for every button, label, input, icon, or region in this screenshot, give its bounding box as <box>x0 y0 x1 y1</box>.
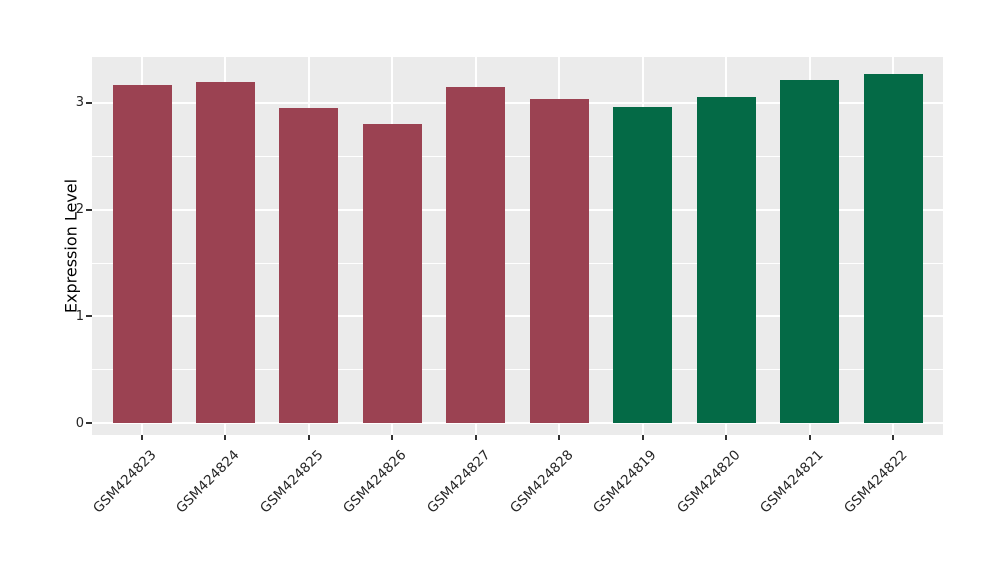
y-tick-label: 1 <box>75 308 84 324</box>
x-tick-mark <box>474 435 477 440</box>
major-gridline <box>92 315 943 318</box>
bar-GSM424820 <box>696 96 756 424</box>
x-tick-mark <box>307 435 310 440</box>
x-tick-label: GSM424819 <box>590 447 660 517</box>
x-tick-label: GSM424822 <box>840 447 911 517</box>
y-tick-label: 0 <box>75 415 84 431</box>
plot-panel <box>92 57 943 435</box>
bar-GSM424827 <box>446 86 506 424</box>
bar-GSM424824 <box>195 81 255 424</box>
x-tick-mark <box>558 435 561 440</box>
x-tick-mark <box>641 435 644 440</box>
major-gridline <box>92 422 943 425</box>
bar-GSM424828 <box>529 98 589 424</box>
x-tick-mark <box>391 435 394 440</box>
minor-gridline <box>92 369 943 371</box>
x-tick-mark <box>224 435 227 440</box>
major-gridline <box>92 208 943 211</box>
bar-GSM424821 <box>780 80 840 424</box>
major-gridline <box>92 101 943 104</box>
x-tick-label: GSM424828 <box>507 447 577 517</box>
x-tick-label: GSM424821 <box>757 447 827 517</box>
x-tick-label: GSM424827 <box>423 447 494 517</box>
bar-GSM424822 <box>863 74 923 424</box>
x-tick-label: GSM424826 <box>340 447 410 517</box>
x-tick-label: GSM424820 <box>673 447 744 517</box>
x-tick-mark <box>725 435 728 440</box>
bar-GSM424819 <box>613 107 673 424</box>
y-tick-mark <box>86 422 92 425</box>
bar-GSM424826 <box>362 124 422 424</box>
y-axis-title: Expression Level <box>61 178 81 314</box>
bar-GSM424825 <box>279 108 339 424</box>
bar-GSM424823 <box>112 84 172 424</box>
minor-gridline <box>92 262 943 264</box>
x-tick-mark <box>141 435 143 440</box>
y-tick-mark <box>86 208 92 211</box>
minor-gridline <box>92 155 943 157</box>
y-tick-mark <box>86 101 92 104</box>
y-tick-label: 2 <box>75 202 84 218</box>
x-tick-mark <box>892 435 894 440</box>
x-tick-mark <box>808 435 811 440</box>
x-tick-label: GSM424824 <box>173 447 243 517</box>
y-tick-mark <box>86 315 92 318</box>
x-tick-label: GSM424825 <box>256 447 327 517</box>
y-tick-label: 3 <box>75 95 84 111</box>
x-tick-label: GSM424823 <box>89 447 160 517</box>
